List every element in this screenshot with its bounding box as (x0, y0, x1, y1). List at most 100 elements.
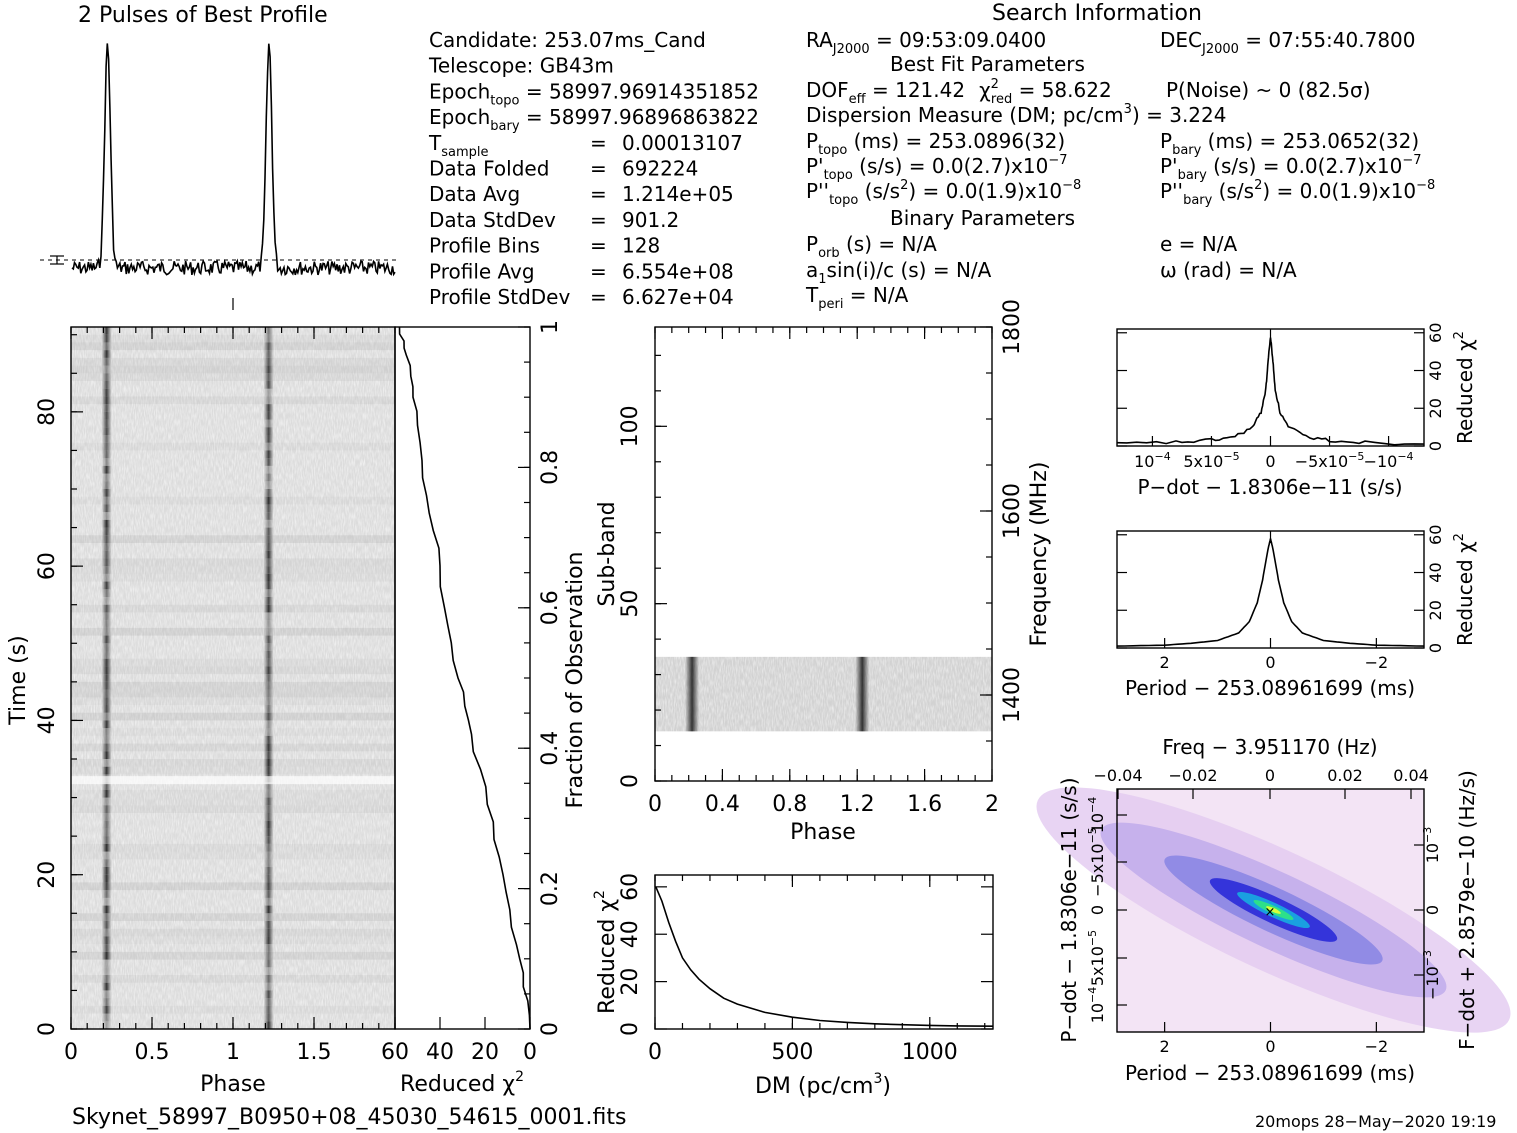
svg-text:Tperi = N/A: Tperi = N/A (805, 283, 909, 312)
info-left-value: 692224 (622, 157, 698, 181)
info-left-rest: = 58997.96896863822 (520, 105, 759, 129)
info-left-eq: = (590, 131, 607, 155)
a1-sub: 1 (818, 272, 826, 287)
pulse-track-segment (101, 458, 112, 466)
y-tick-mantissa: 10 (1088, 1003, 1107, 1023)
dm-sup: 3 (1124, 102, 1132, 117)
info-left-value: 1.214e+05 (622, 182, 734, 206)
pulse-track-segment (263, 743, 274, 752)
pulse-track-segment (101, 419, 112, 428)
info-left-row: Telescope: GB43m (428, 54, 614, 78)
dm-ylabel-sup: 2 (592, 890, 608, 899)
pulse-track-segment (101, 658, 112, 667)
y-tick-label: 0.2 (538, 871, 563, 906)
pulse-track-segment (101, 519, 112, 528)
pulse-track-segment (101, 681, 112, 690)
pulse-track-segment (263, 697, 274, 705)
pulse-track-segment (263, 566, 274, 574)
pulse-track-segment (263, 465, 274, 474)
pulse-track-segment (101, 442, 112, 451)
pulse-track-segment (263, 373, 274, 381)
ppdot-contours (1036, 787, 1511, 1033)
pulse-track-segment (101, 936, 112, 945)
y-tick-mantissa: −5x10 (1088, 843, 1107, 896)
y-right-tick-label: −10−3 (1421, 950, 1442, 1000)
pulse-track-segment (263, 735, 274, 744)
pulse-track-segment (101, 581, 112, 590)
y-right-tick-label: 10−3 (1421, 827, 1442, 864)
pulse-track-segment (263, 928, 274, 937)
time-phase-row (71, 843, 395, 852)
y-tick-label: 0 (1088, 905, 1107, 915)
ptopo-sub: topo (818, 143, 847, 158)
pdbary-exp: −7 (1402, 153, 1421, 168)
small-ylabel-sup: 2 (1452, 533, 1467, 541)
x-tick-label: 2 (1160, 653, 1170, 672)
y-tick-label: 0.6 (538, 590, 563, 625)
pulse-track-segment (263, 627, 274, 636)
pulse-track-segment (263, 573, 274, 582)
dm-label: Dispersion Measure (DM; pc/cm (806, 103, 1124, 127)
time-phase-row (71, 396, 395, 405)
tperi-value: = N/A (843, 283, 908, 307)
pulse-track-segment (101, 712, 112, 721)
svg-text:P''topo (s/s2) = 0.0(1.9)x10−8: P''topo (s/s2) = 0.0(1.9)x10−8 (806, 178, 1081, 208)
pulse-track-segment (101, 388, 112, 397)
info-right-column: DECJ2000 = 07:55:40.7800 P(Noise) ~ 0 (8… (1160, 28, 1435, 282)
x-tick-label: 0 (648, 1040, 662, 1065)
y-tick-label: 5x10−5 (1086, 930, 1107, 986)
info-left-label: Epoch (429, 79, 490, 103)
info-left-label: Data Avg (429, 182, 520, 206)
y-tick-label: 1 (538, 320, 563, 334)
dec-value: = 07:55:40.7800 (1239, 28, 1416, 52)
svg-text:RAJ2000 = 09:53:09.0400: RAJ2000 = 09:53:09.0400 (806, 28, 1046, 57)
pulse-track-segment (263, 789, 274, 798)
pulse-track-segment (263, 411, 274, 420)
ra-label: RA (806, 28, 833, 52)
pulse-track-segment (263, 458, 274, 466)
svg-text:Ptopo (ms) = 253.0896(32): Ptopo (ms) = 253.0896(32) (806, 129, 1065, 158)
pdbary-sub: bary (1178, 168, 1208, 183)
info-left-row: Data StdDev (429, 208, 556, 232)
pulse-track-segment (101, 813, 112, 821)
time-phase-row (71, 743, 395, 752)
pulse-track-segment (263, 435, 274, 443)
pulse-track-segment (263, 859, 274, 867)
pulse-track-segment (101, 951, 112, 960)
porb-label: P (806, 232, 818, 256)
ecc-value: e = N/A (1160, 232, 1237, 256)
y-right-tick-label: 0 (1423, 905, 1442, 915)
svg-text:Dispersion Measure (DM; pc/cm3: Dispersion Measure (DM; pc/cm3) = 3.224 (806, 102, 1226, 127)
time-phase-row (71, 951, 395, 960)
pulse-track-segment (263, 543, 274, 551)
time-phase-row (71, 913, 395, 921)
subband-xlabel: Phase (790, 820, 856, 845)
ppdot-peak (1266, 906, 1281, 914)
x-tick-label: 1000 (902, 1040, 958, 1065)
pulse-track-segment (263, 604, 274, 613)
info-left-sub: topo (490, 93, 519, 108)
info-left-row: Profile Avg (429, 259, 535, 283)
pddbary-value: (s/s (1212, 179, 1254, 203)
y-tick-label: 10−4 (1086, 797, 1107, 834)
info-left-value: 6.627e+04 (622, 285, 734, 309)
small-chi2-xlabel: Period − 253.08961699 (ms) (1125, 676, 1415, 700)
x-tick-mantissa: −10 (1364, 452, 1398, 471)
pulse-track-segment (263, 851, 274, 860)
pulse-track-segment (101, 998, 112, 1006)
x-tick-label: 0.4 (705, 792, 740, 817)
pulse-track-segment (101, 921, 112, 929)
pulse-track-segment (101, 905, 112, 914)
pulse-track-segment (101, 867, 112, 875)
pulse-track-segment (263, 689, 274, 698)
pulse-track-segment (263, 620, 274, 628)
best-fit-title: Best Fit Parameters (890, 52, 1085, 76)
pulse-track-segment (101, 365, 112, 374)
pulse-track-segment (263, 674, 274, 682)
dm-chi2-ylabel: Reduced χ2 (592, 890, 620, 1014)
pulse-track-segment (101, 720, 112, 729)
ppdot-ylabel-right: F−dot + 2.8579e−10 (Hz/s) (1455, 770, 1479, 1050)
